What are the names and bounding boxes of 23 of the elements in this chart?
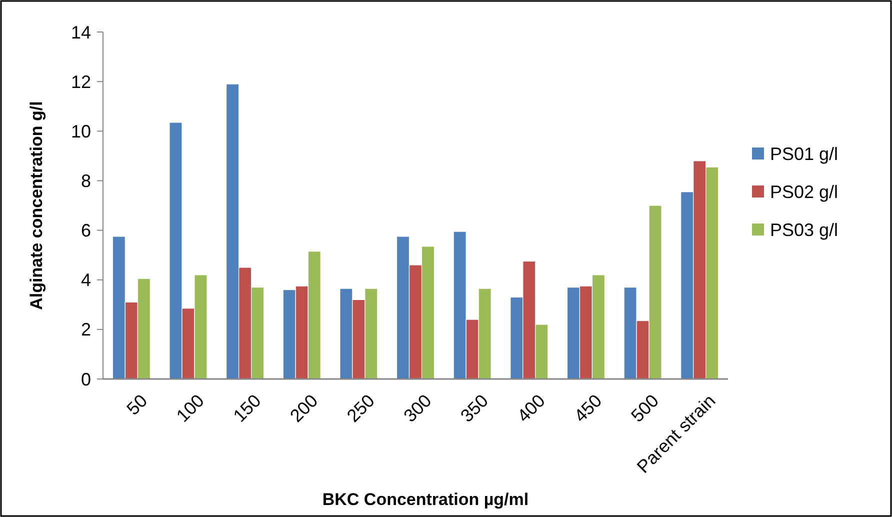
- y-tick-label: 0: [80, 369, 91, 390]
- y-axis-title: Alginate concentration g/l: [27, 101, 46, 310]
- x-tick-label: 400: [513, 390, 549, 426]
- legend-label: PS02 g/l: [770, 182, 838, 202]
- legend-label: PS03 g/l: [770, 220, 838, 240]
- y-tick-label: 10: [70, 121, 91, 142]
- legend-label: PS01 g/l: [770, 144, 838, 164]
- x-tick-label: 200: [286, 390, 322, 426]
- y-tick-label: 12: [70, 72, 91, 92]
- y-tick-label: 6: [80, 220, 91, 241]
- x-tick-label: 450: [570, 390, 606, 426]
- x-tick-label: 500: [627, 390, 663, 426]
- x-tick-label: 100: [172, 390, 208, 426]
- y-tick-label: 4: [80, 270, 91, 290]
- x-tick-label: 50: [122, 390, 152, 419]
- x-tick-label: 350: [456, 390, 492, 426]
- y-tick-label: 14: [70, 22, 91, 42]
- x-tick-label: 300: [400, 390, 436, 426]
- x-tick-label: 150: [229, 390, 265, 426]
- y-tick-label: 2: [80, 320, 91, 340]
- x-axis-title: BKC Concentration µg/ml: [322, 490, 529, 509]
- x-tick-label: 250: [343, 390, 378, 426]
- y-tick-label: 8: [80, 171, 91, 192]
